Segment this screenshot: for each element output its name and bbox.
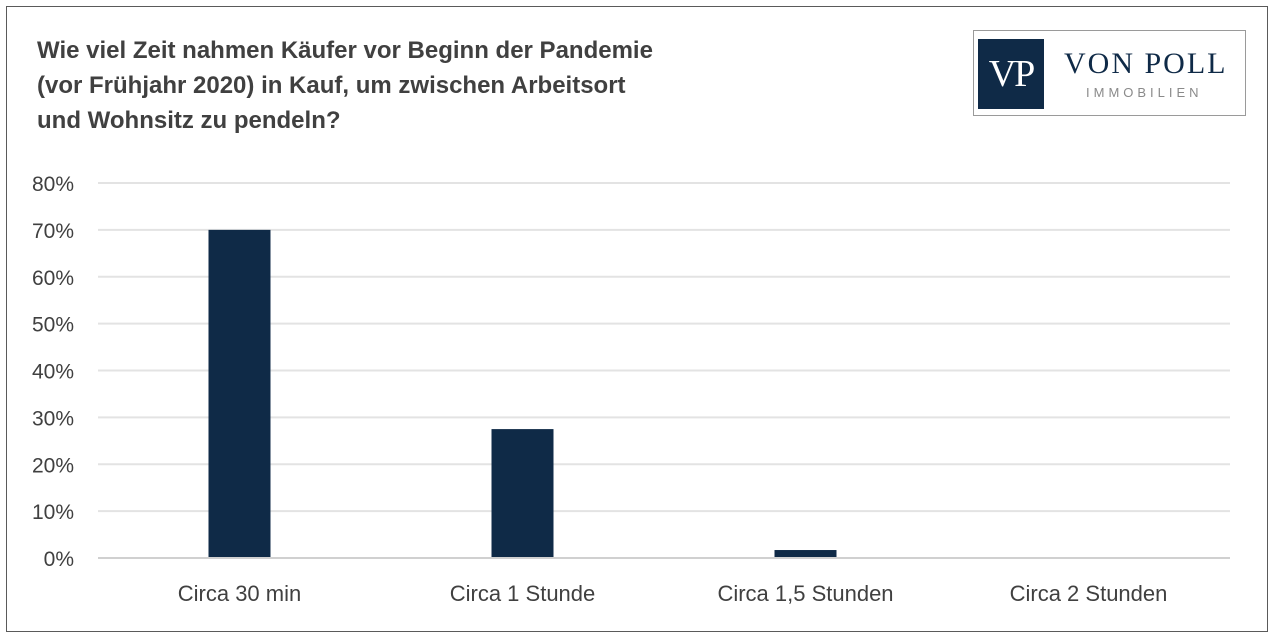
x-category-label: Circa 1,5 Stunden [717, 581, 893, 606]
von-poll-logo: VP VON POLL IMMOBILIEN [973, 30, 1246, 116]
y-tick-label: 60% [32, 267, 74, 290]
y-tick-label: 50% [32, 314, 74, 337]
y-tick-label: 80% [32, 173, 74, 196]
y-tick-label: 20% [32, 454, 74, 477]
x-category-label: Circa 1 Stunde [450, 581, 596, 606]
y-tick-label: 30% [32, 407, 74, 430]
y-tick-label: 0% [44, 548, 74, 571]
logo-subtitle: IMMOBILIEN [1086, 85, 1203, 100]
logo-name: VON POLL [1064, 47, 1228, 80]
bar [208, 229, 271, 558]
y-tick-label: 10% [32, 501, 74, 524]
x-category-label: Circa 30 min [178, 581, 301, 606]
bar [774, 550, 837, 558]
logo-mark: VP [978, 39, 1044, 109]
bar [491, 429, 554, 558]
y-tick-label: 40% [32, 361, 74, 384]
y-tick-label: 70% [32, 220, 74, 243]
chart-title: Wie viel Zeit nahmen Käufer vor Beginn d… [37, 37, 653, 134]
x-category-label: Circa 2 Stunden [1010, 581, 1168, 606]
